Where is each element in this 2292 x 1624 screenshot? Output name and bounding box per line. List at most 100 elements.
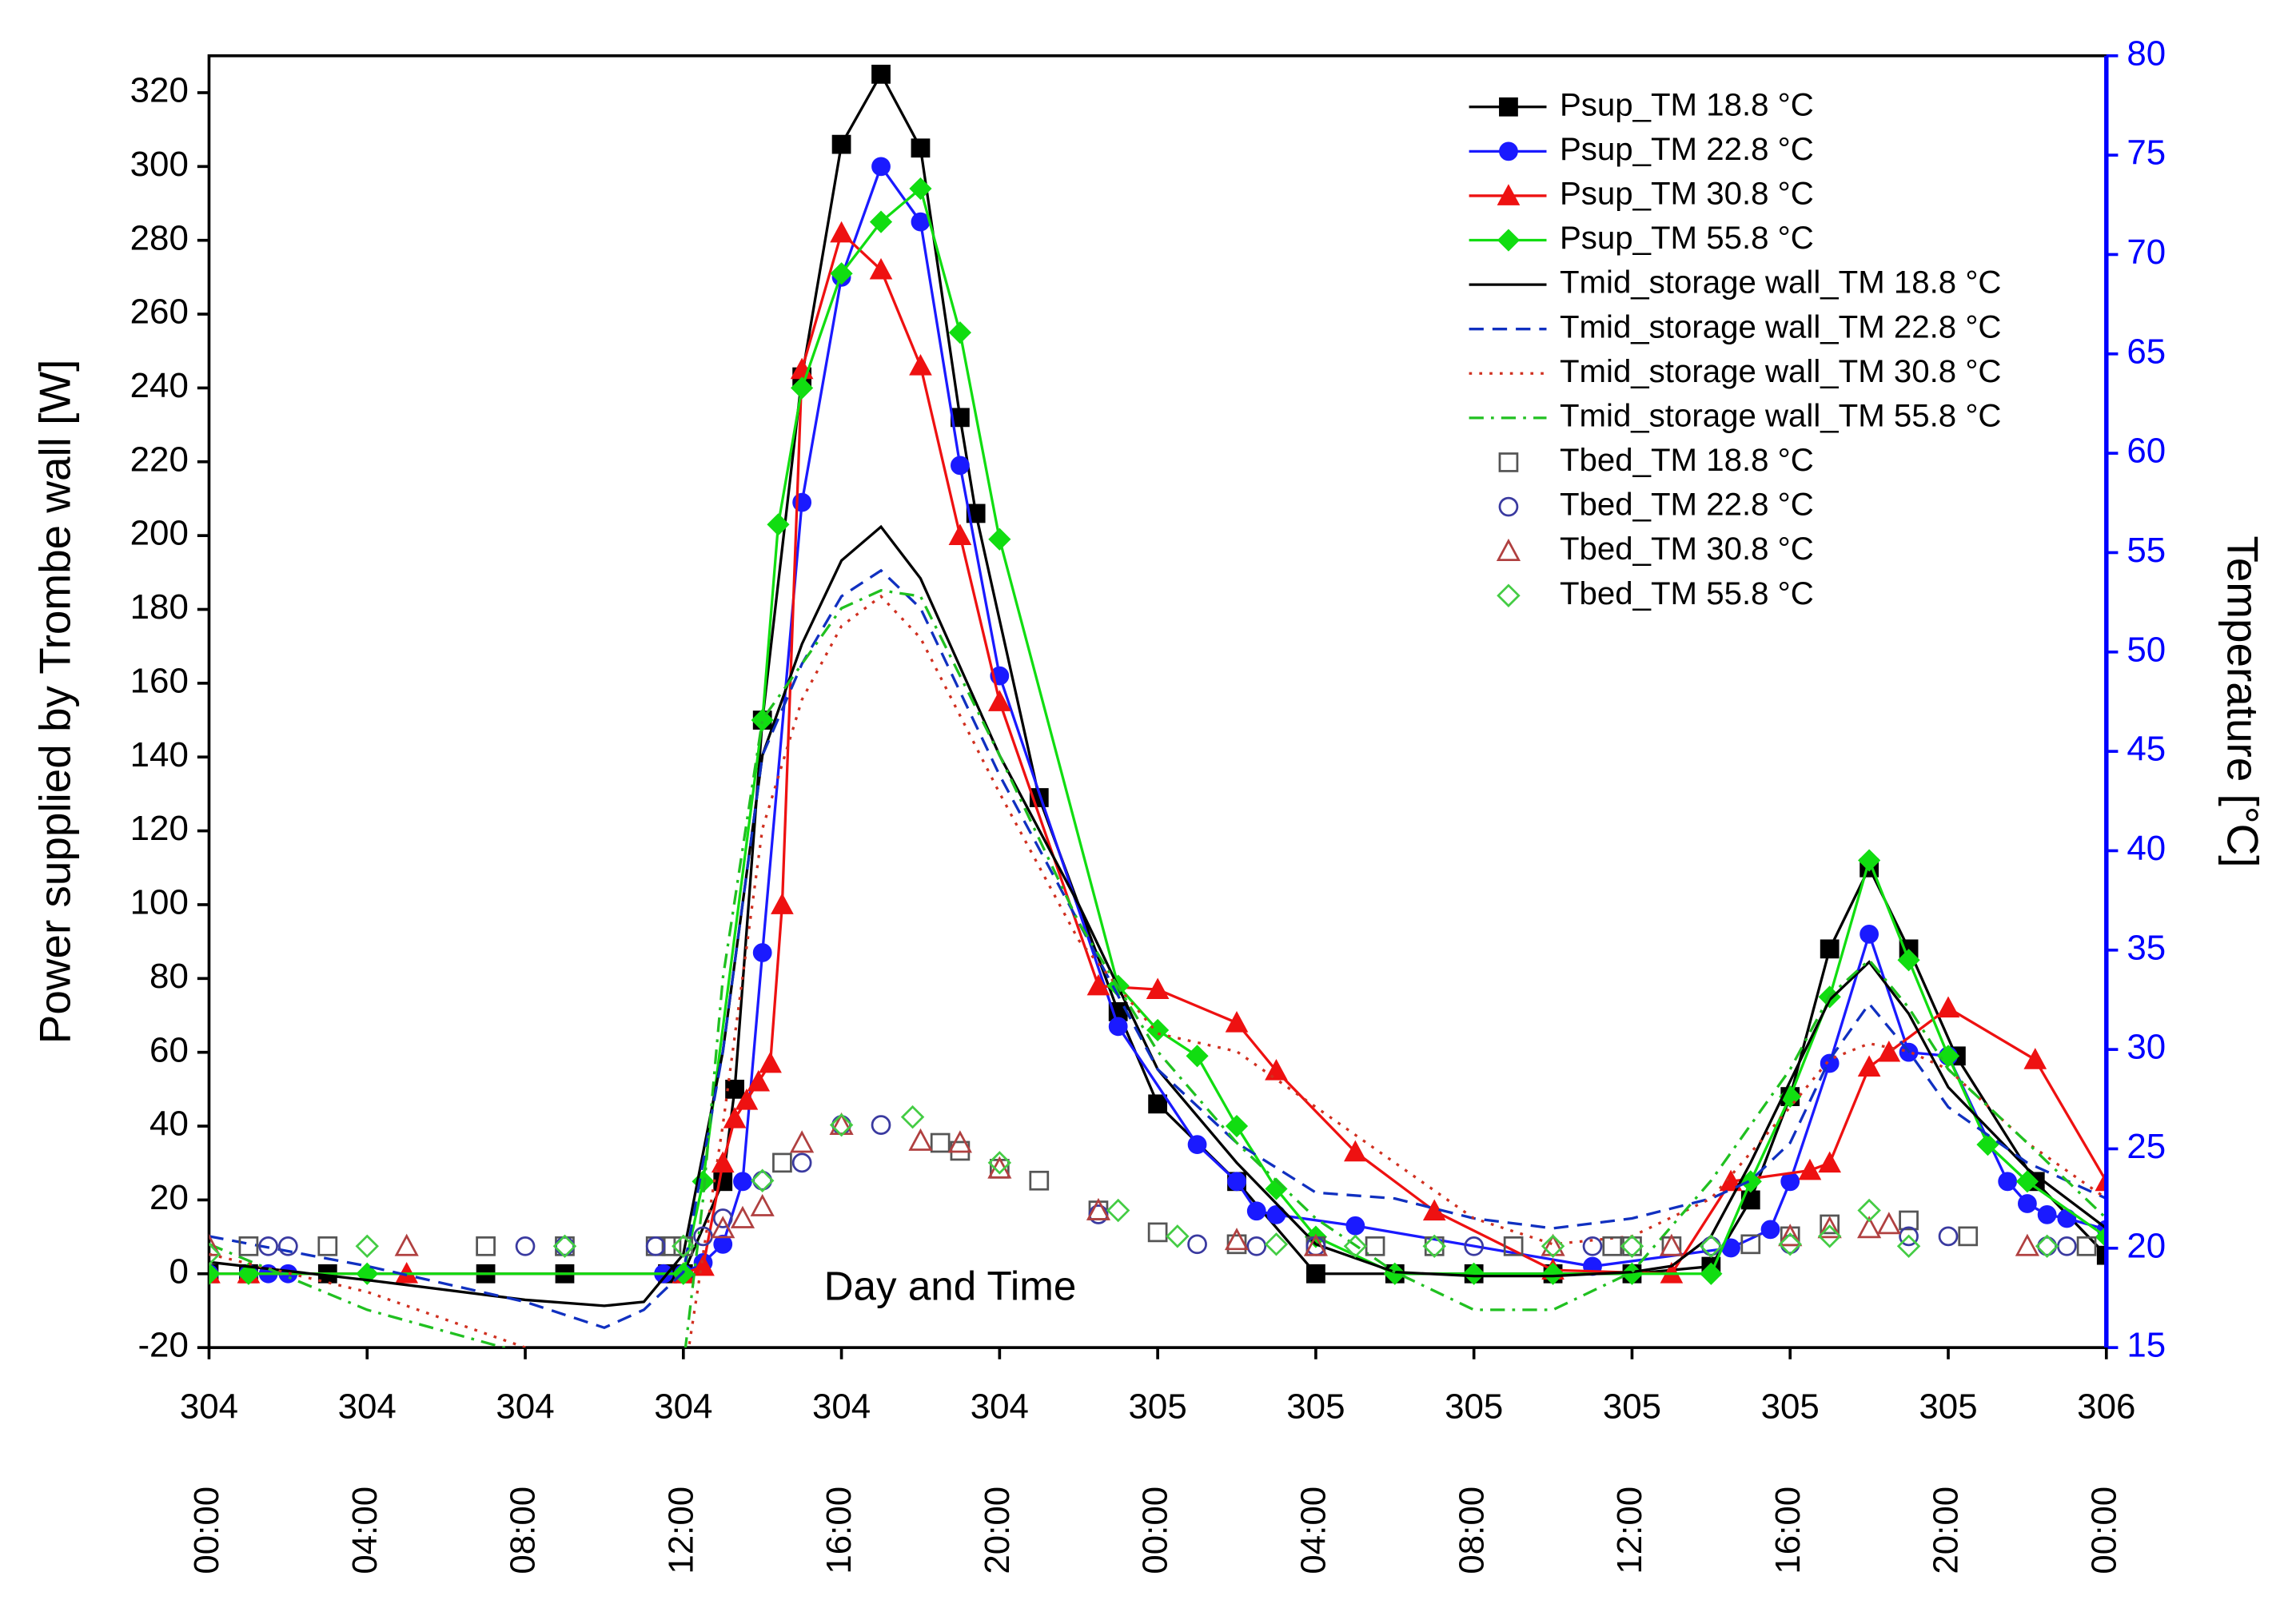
y-axis-label: Power supplied by Trombe wall [W] bbox=[30, 360, 80, 1045]
marker bbox=[909, 353, 932, 376]
marker bbox=[1147, 1222, 1168, 1243]
marker bbox=[930, 1132, 951, 1153]
marker bbox=[1186, 1045, 1209, 1068]
marker bbox=[1264, 1232, 1289, 1256]
y-tick-label: 280 bbox=[130, 218, 189, 257]
legend-marker bbox=[1498, 496, 1519, 517]
y2-tick-label: 75 bbox=[2127, 133, 2166, 173]
x-tick-day: 304 bbox=[971, 1387, 1029, 1427]
y-tick-label: 120 bbox=[130, 809, 189, 848]
marker bbox=[1699, 1234, 1724, 1259]
marker bbox=[830, 262, 853, 285]
marker bbox=[552, 1234, 577, 1259]
x-tick-day: 305 bbox=[1919, 1387, 1977, 1427]
marker bbox=[1462, 1262, 1485, 1285]
marker bbox=[1226, 1234, 1247, 1255]
y2-tick-label: 30 bbox=[2127, 1028, 2166, 1067]
marker bbox=[1582, 1236, 1603, 1256]
y2-tick-label: 40 bbox=[2127, 829, 2166, 868]
plot-area bbox=[209, 64, 2107, 1348]
y-tick-label: 100 bbox=[130, 883, 189, 922]
marker bbox=[2015, 1170, 2039, 1193]
x-tick-time: 04:00 bbox=[1293, 1487, 1333, 1574]
marker bbox=[515, 1236, 536, 1256]
y-tick-label: 260 bbox=[130, 293, 189, 332]
marker bbox=[661, 1236, 682, 1256]
y2-tick-label: 65 bbox=[2127, 332, 2166, 371]
marker bbox=[258, 1236, 278, 1256]
marker bbox=[871, 157, 891, 177]
y2-tick-label: 80 bbox=[2127, 34, 2166, 73]
marker bbox=[672, 1234, 696, 1259]
marker bbox=[711, 1151, 735, 1173]
marker bbox=[1701, 1236, 1721, 1256]
marker bbox=[988, 527, 1011, 551]
marker bbox=[1958, 1226, 1979, 1247]
marker bbox=[735, 1088, 759, 1110]
marker bbox=[1858, 849, 1881, 872]
marker bbox=[712, 1208, 733, 1228]
legend-marker bbox=[1499, 141, 1518, 161]
marker bbox=[752, 943, 772, 962]
marker bbox=[830, 221, 853, 243]
x-tick-time: 00:00 bbox=[1136, 1487, 1175, 1574]
marker bbox=[209, 1262, 221, 1285]
marker bbox=[831, 134, 851, 154]
marker bbox=[871, 1115, 891, 1135]
marker bbox=[723, 1107, 747, 1128]
marker bbox=[713, 1172, 733, 1192]
legend-label: Tmid_storage wall_TM 18.8 °C bbox=[1560, 265, 2002, 301]
marker bbox=[2035, 1234, 2059, 1259]
marker bbox=[987, 1156, 1012, 1179]
marker bbox=[1246, 1236, 1267, 1256]
x-tick-time: 00:00 bbox=[187, 1487, 226, 1574]
marker bbox=[1860, 925, 1879, 944]
y-tick-label: 160 bbox=[130, 661, 189, 700]
legend-label: Tmid_storage wall_TM 30.8 °C bbox=[1560, 353, 2002, 389]
y-tick-label: 220 bbox=[130, 440, 189, 479]
marker bbox=[1876, 1212, 1901, 1235]
series-line bbox=[209, 568, 2107, 1330]
y2-tick-label: 45 bbox=[2127, 730, 2166, 769]
marker bbox=[751, 708, 774, 732]
y2-tick-label: 50 bbox=[2127, 630, 2166, 669]
marker bbox=[988, 690, 1011, 711]
x-tick-day: 305 bbox=[1603, 1387, 1661, 1427]
marker bbox=[1976, 1133, 1999, 1156]
marker bbox=[1602, 1236, 1623, 1256]
x-tick-day: 304 bbox=[812, 1387, 871, 1427]
legend-marker bbox=[1497, 229, 1521, 252]
legend-marker bbox=[1499, 97, 1518, 117]
marker bbox=[759, 1051, 782, 1073]
marker bbox=[1620, 1234, 1644, 1259]
marker bbox=[555, 1236, 575, 1256]
marker bbox=[209, 1242, 221, 1266]
marker bbox=[1029, 1170, 1050, 1191]
legend-marker bbox=[1497, 583, 1521, 607]
series-line bbox=[209, 524, 2107, 1308]
marker bbox=[791, 1152, 812, 1173]
marker bbox=[713, 1234, 733, 1254]
marker bbox=[1936, 1045, 1960, 1068]
marker bbox=[869, 210, 893, 233]
y2-tick-label: 60 bbox=[2127, 432, 2166, 471]
marker bbox=[645, 1236, 666, 1256]
x-tick-day: 304 bbox=[496, 1387, 554, 1427]
y-tick-label: 320 bbox=[130, 71, 189, 110]
y-tick-label: 80 bbox=[149, 957, 189, 996]
marker bbox=[2037, 1236, 2057, 1256]
x-tick-time: 08:00 bbox=[1452, 1487, 1491, 1574]
marker bbox=[1760, 1220, 1780, 1240]
marker bbox=[1246, 1201, 1266, 1221]
y2-tick-label: 20 bbox=[2127, 1226, 2166, 1265]
marker bbox=[1187, 1234, 1207, 1255]
marker bbox=[1086, 1197, 1111, 1220]
marker bbox=[1106, 1198, 1130, 1223]
marker bbox=[1422, 1234, 1446, 1259]
marker bbox=[355, 1234, 379, 1259]
x-axis-label: Day and Time bbox=[824, 1264, 1077, 1309]
marker bbox=[394, 1233, 419, 1256]
marker bbox=[209, 1233, 221, 1256]
marker bbox=[752, 1170, 773, 1191]
marker bbox=[2018, 1194, 2037, 1213]
